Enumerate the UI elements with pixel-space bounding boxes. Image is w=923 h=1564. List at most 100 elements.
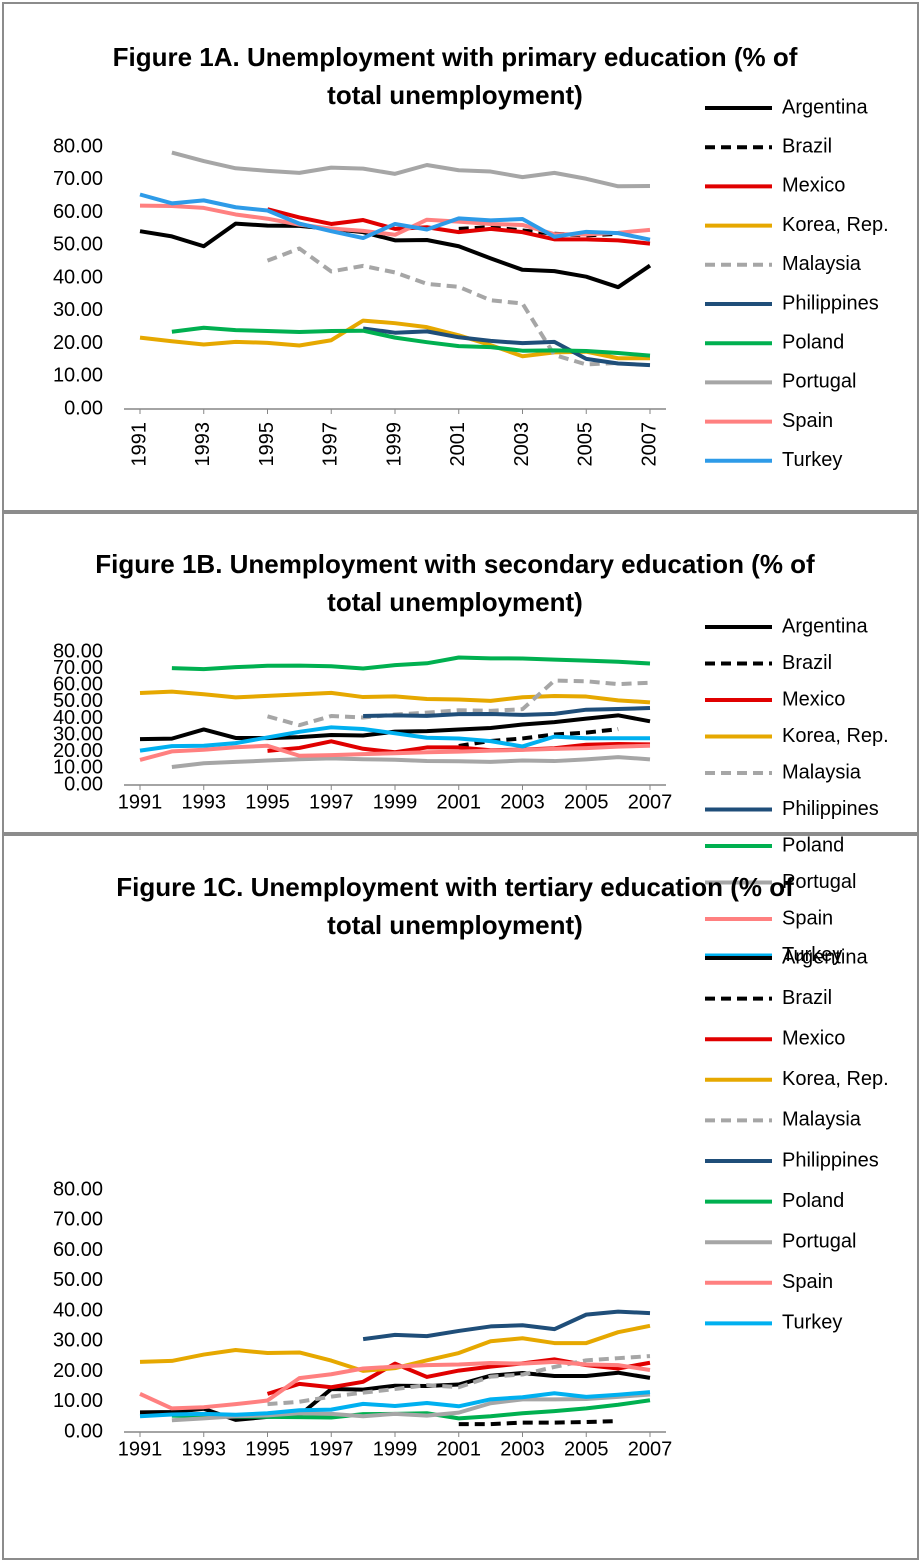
x-tick-label: 1995 (245, 1438, 290, 1460)
series-line (139, 192, 651, 242)
y-tick-label: 80.00 (53, 640, 103, 662)
chart-title: Figure 1A. Unemployment with primary edu… (112, 42, 798, 110)
x-tick-label: 1991 (128, 422, 150, 467)
y-tick-label: 10.00 (53, 1390, 103, 1412)
chart-title: Figure 1C. Unemployment with tertiary ed… (116, 872, 794, 940)
x-tick-label: 2001 (437, 1438, 482, 1460)
legend-label: Argentina (782, 946, 868, 968)
chart-title: Figure 1B. Unemployment with secondary e… (95, 549, 815, 617)
x-tick-label: 1991 (118, 791, 163, 813)
legend-label: Spain (782, 410, 833, 432)
x-tick-label: 1995 (245, 791, 290, 813)
legend-label: Mexico (782, 688, 845, 710)
series-line (139, 689, 651, 705)
x-tick-label: 2003 (500, 1438, 545, 1460)
series-line (139, 713, 651, 742)
series-line (139, 743, 651, 762)
x-tick-label: 1999 (383, 422, 405, 467)
legend-label: Mexico (782, 1027, 845, 1049)
series-line (362, 326, 651, 368)
series-line (139, 1390, 651, 1419)
series-line (267, 207, 651, 246)
legend-label: Mexico (782, 175, 845, 197)
legend-label: Brazil (782, 135, 832, 157)
x-tick-label: 2003 (511, 422, 533, 467)
y-tick-label: 10.00 (53, 365, 103, 387)
legend-label: Korea, Rep. (782, 1068, 889, 1090)
x-tick-label: 1999 (373, 791, 418, 813)
series-line (266, 246, 619, 367)
y-tick-label: 60.00 (53, 674, 103, 696)
y-tick-label: 0.00 (64, 1420, 103, 1442)
y-tick-label: 40.00 (53, 1299, 103, 1321)
y-tick-label: 70.00 (53, 657, 103, 679)
legend-label: Poland (782, 834, 844, 856)
legend-label: Portugal (782, 371, 857, 393)
x-tick-label: 1993 (192, 422, 214, 467)
panel-border (2, 2, 919, 512)
x-tick-label: 2001 (437, 791, 482, 813)
x-tick-label: 1993 (182, 1438, 227, 1460)
series-line (362, 1309, 651, 1342)
legend-label: Malaysia (782, 253, 862, 275)
series-line (363, 706, 651, 719)
legend-label: Korea, Rep. (782, 214, 889, 236)
legend-label: Argentina (782, 96, 868, 118)
series-line (458, 1419, 619, 1427)
legend-label: Turkey (782, 944, 842, 966)
legend-label: Turkey (782, 449, 842, 471)
panel-border (2, 512, 919, 834)
legend-label: Philippines (782, 1149, 879, 1171)
series-line (139, 221, 652, 290)
x-tick-label: 1993 (182, 791, 227, 813)
x-tick-label: 1991 (118, 1438, 163, 1460)
y-tick-label: 60.00 (53, 1239, 103, 1261)
series-line (266, 678, 651, 728)
legend-label: Poland (782, 331, 844, 353)
x-tick-label: 1999 (373, 1438, 418, 1460)
legend-label: Poland (782, 1190, 844, 1212)
x-tick-label: 2007 (638, 422, 660, 467)
y-tick-label: 70.00 (53, 1209, 103, 1231)
y-tick-label: 0.00 (64, 397, 103, 419)
legend-label: Malaysia (782, 761, 862, 783)
x-tick-label: 1997 (309, 791, 354, 813)
legend-label: Portugal (782, 871, 857, 893)
series-line (267, 739, 651, 755)
legend-label: Argentina (782, 615, 868, 637)
y-tick-label: 10.00 (53, 757, 103, 779)
y-tick-label: 50.00 (53, 690, 103, 712)
y-tick-label: 30.00 (53, 1330, 103, 1352)
y-tick-label: 0.00 (64, 773, 103, 795)
legend-label: Philippines (782, 798, 879, 820)
legend-label: Philippines (782, 292, 879, 314)
legend-label: Spain (782, 1271, 833, 1293)
legend-label: Korea, Rep. (782, 725, 889, 747)
series-line (171, 325, 651, 358)
legend-label: Spain (782, 907, 833, 929)
x-tick-label: 2005 (575, 422, 597, 467)
x-tick-label: 1995 (256, 422, 278, 467)
y-tick-label: 40.00 (53, 707, 103, 729)
series-line (458, 727, 619, 748)
series-line (171, 755, 651, 770)
series-line (171, 655, 651, 672)
y-tick-label: 30.00 (53, 723, 103, 745)
x-tick-label: 2005 (564, 1438, 609, 1460)
series-line (267, 1354, 651, 1407)
y-tick-label: 50.00 (53, 1269, 103, 1291)
legend-label: Turkey (782, 1312, 842, 1334)
series-line (139, 1359, 651, 1411)
y-tick-label: 40.00 (53, 266, 103, 288)
x-tick-label: 2001 (447, 422, 469, 467)
y-tick-label: 50.00 (53, 234, 103, 256)
legend-label: Malaysia (782, 1109, 862, 1131)
y-tick-label: 30.00 (53, 299, 103, 321)
legend-label: Brazil (782, 987, 832, 1009)
y-tick-label: 60.00 (53, 201, 103, 223)
series-line (139, 725, 650, 753)
y-tick-label: 20.00 (53, 1360, 103, 1382)
y-tick-label: 80.00 (53, 1178, 103, 1200)
y-tick-label: 80.00 (53, 135, 103, 157)
